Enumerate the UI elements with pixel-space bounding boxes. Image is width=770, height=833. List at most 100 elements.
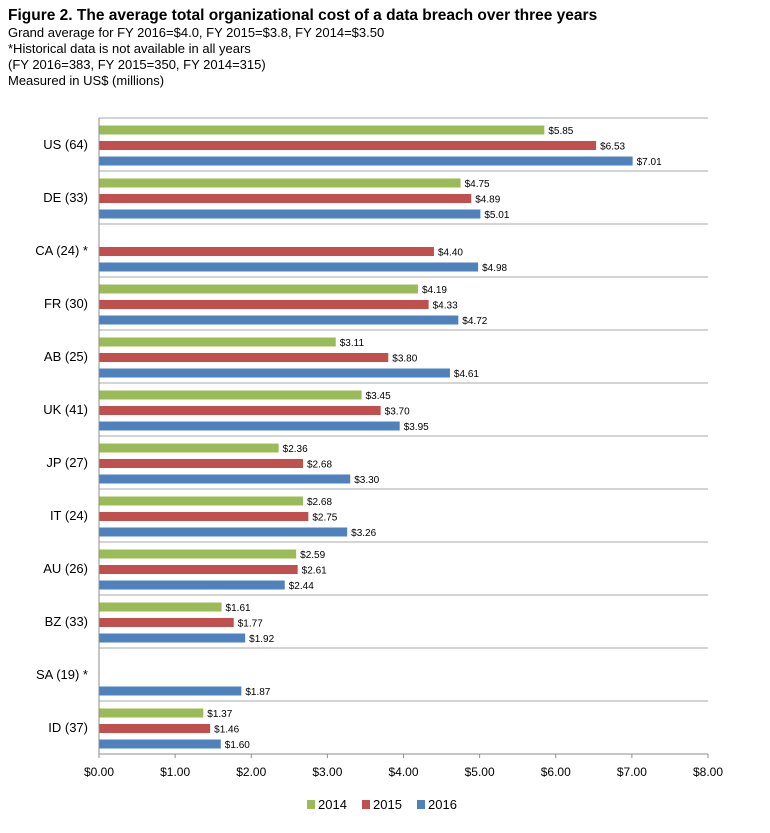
subtitle-line-2: *Historical data is not available in all… xyxy=(8,41,251,56)
value-label-bz-33-2016: $1.92 xyxy=(249,634,274,645)
bar-us-64-2016 xyxy=(99,156,633,166)
category-label-bz-33: BZ (33) xyxy=(45,614,88,629)
value-label-de-33-2015: $4.89 xyxy=(475,195,500,206)
value-label-au-26-2015: $2.61 xyxy=(302,566,327,577)
value-label-ca-24-2016: $4.98 xyxy=(482,263,507,274)
legend-label-2016: 2016 xyxy=(428,797,457,812)
bar-it-24-2016 xyxy=(99,527,348,537)
bar-jp-27-2016 xyxy=(99,474,351,484)
value-label-us-64-2015: $6.53 xyxy=(600,142,625,153)
value-label-bz-33-2015: $1.77 xyxy=(238,619,263,630)
category-label-ab-25: AB (25) xyxy=(44,349,88,364)
bar-it-24-2014 xyxy=(99,496,304,506)
value-label-fr-30-2015: $4.33 xyxy=(433,301,458,312)
value-label-fr-30-2016: $4.72 xyxy=(462,316,487,327)
bar-ab-25-2015 xyxy=(99,353,389,362)
category-label-us-64: US (64) xyxy=(43,137,88,152)
value-label-ab-25-2016: $4.61 xyxy=(454,369,479,380)
chart-title: Figure 2. The average total organization… xyxy=(8,7,598,24)
value-label-it-24-2016: $3.26 xyxy=(351,528,376,539)
value-label-uk-41-2014: $3.45 xyxy=(366,391,391,402)
x-tick-label: $0.00 xyxy=(84,765,114,779)
value-label-ab-25-2014: $3.11 xyxy=(340,338,365,349)
value-label-id-37-2016: $1.60 xyxy=(225,740,250,751)
bar-us-64-2015 xyxy=(99,141,597,150)
legend-label-2014: 2014 xyxy=(318,797,347,812)
bar-de-33-2015 xyxy=(99,194,472,203)
bar-jp-27-2014 xyxy=(99,443,279,453)
value-label-jp-27-2014: $2.36 xyxy=(283,444,308,455)
bar-au-26-2016 xyxy=(99,580,285,590)
x-tick-label: $1.00 xyxy=(160,765,190,779)
bar-uk-41-2016 xyxy=(99,421,400,431)
x-tick-label: $3.00 xyxy=(312,765,342,779)
value-label-au-26-2016: $2.44 xyxy=(289,581,314,592)
bar-ab-25-2016 xyxy=(99,368,450,378)
value-label-ab-25-2015: $3.80 xyxy=(392,354,417,365)
value-label-jp-27-2016: $3.30 xyxy=(354,475,379,486)
bar-id-37-2015 xyxy=(99,724,211,733)
bar-ca-24-2016 xyxy=(99,262,479,272)
bar-de-33-2016 xyxy=(99,209,481,219)
category-label-de-33: DE (33) xyxy=(43,190,88,205)
value-label-sa-19-2016: $1.87 xyxy=(245,687,270,698)
x-tick-label: $5.00 xyxy=(465,765,495,779)
x-tick-label: $7.00 xyxy=(617,765,647,779)
bar-it-24-2015 xyxy=(99,512,309,521)
category-label-jp-27: JP (27) xyxy=(46,455,88,470)
bar-bz-33-2015 xyxy=(99,618,234,627)
category-label-id-37: ID (37) xyxy=(48,720,88,735)
bar-sa-19-2016 xyxy=(99,686,242,696)
legend-label-2015: 2015 xyxy=(373,797,402,812)
bar-de-33-2014 xyxy=(99,178,461,188)
x-tick-label: $2.00 xyxy=(236,765,266,779)
legend-swatch-2016 xyxy=(417,800,425,809)
category-label-sa-19: SA (19) * xyxy=(36,667,88,682)
value-label-bz-33-2014: $1.61 xyxy=(226,603,251,614)
x-tick-label: $6.00 xyxy=(541,765,571,779)
bar-jp-27-2015 xyxy=(99,459,304,468)
value-label-ca-24-2015: $4.40 xyxy=(438,248,463,259)
bar-us-64-2014 xyxy=(99,125,545,135)
bar-ca-24-2015 xyxy=(99,247,434,256)
bar-au-26-2014 xyxy=(99,549,297,559)
category-label-au-26: AU (26) xyxy=(43,561,88,576)
bar-ab-25-2014 xyxy=(99,337,336,347)
x-tick-label: $4.00 xyxy=(388,765,418,779)
value-label-id-37-2014: $1.37 xyxy=(207,709,232,720)
value-label-uk-41-2016: $3.95 xyxy=(404,422,429,433)
value-label-de-33-2016: $5.01 xyxy=(484,210,509,221)
subtitle-line-4: Measured in US$ (millions) xyxy=(8,73,165,88)
category-label-it-24: IT (24) xyxy=(50,508,88,523)
bar-uk-41-2015 xyxy=(99,406,381,415)
value-label-de-33-2014: $4.75 xyxy=(465,179,490,190)
value-label-us-64-2016: $7.01 xyxy=(637,157,662,168)
category-label-fr-30: FR (30) xyxy=(44,296,88,311)
bar-au-26-2015 xyxy=(99,565,298,574)
bar-bz-33-2016 xyxy=(99,633,246,643)
bar-fr-30-2014 xyxy=(99,284,418,294)
value-label-uk-41-2015: $3.70 xyxy=(385,407,410,418)
bar-fr-30-2016 xyxy=(99,315,459,325)
value-label-au-26-2014: $2.59 xyxy=(300,550,325,561)
chart-header: Figure 2. The average total organization… xyxy=(8,6,768,89)
bar-id-37-2014 xyxy=(99,708,204,718)
legend-swatch-2014 xyxy=(307,800,315,809)
bar-fr-30-2015 xyxy=(99,300,429,309)
value-label-it-24-2015: $2.75 xyxy=(312,513,337,524)
x-tick-label: $8.00 xyxy=(693,765,723,779)
bar-uk-41-2014 xyxy=(99,390,362,400)
value-label-id-37-2015: $1.46 xyxy=(214,725,239,736)
value-label-it-24-2014: $2.68 xyxy=(307,497,332,508)
bar-id-37-2016 xyxy=(99,739,221,749)
category-label-uk-41: UK (41) xyxy=(43,402,88,417)
value-label-us-64-2014: $5.85 xyxy=(548,126,573,137)
category-label-ca-24: CA (24) * xyxy=(35,243,88,258)
subtitle-line-3: (FY 2016=383, FY 2015=350, FY 2014=315) xyxy=(8,57,266,72)
legend-swatch-2015 xyxy=(362,800,370,809)
value-label-jp-27-2015: $2.68 xyxy=(307,460,332,471)
subtitle-line-1: Grand average for FY 2016=$4.0, FY 2015=… xyxy=(8,25,385,40)
value-label-fr-30-2014: $4.19 xyxy=(422,285,447,296)
bar-bz-33-2014 xyxy=(99,602,222,612)
